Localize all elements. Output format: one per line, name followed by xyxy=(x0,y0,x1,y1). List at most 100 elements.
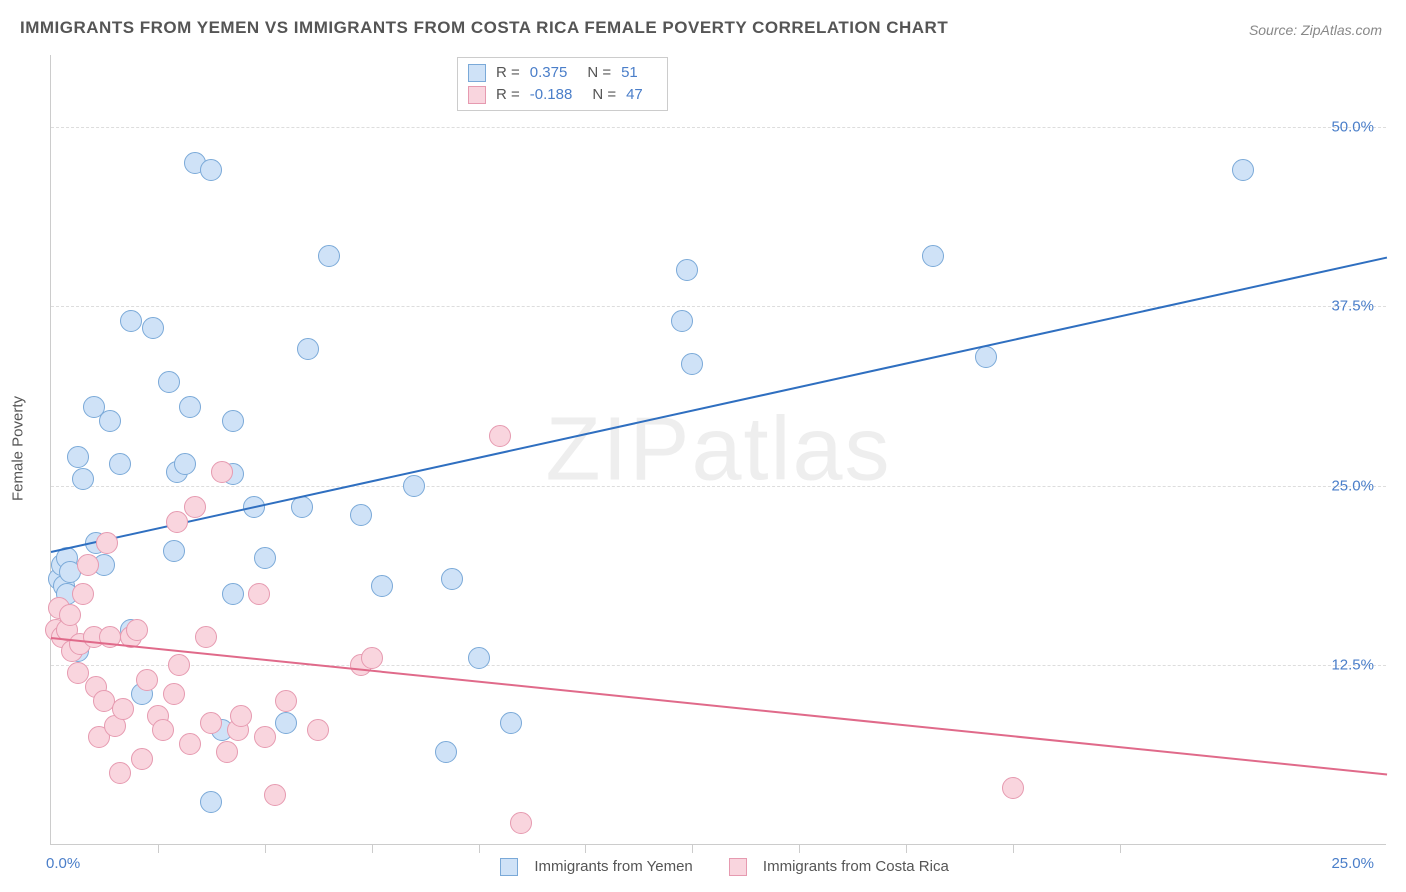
scatter-point xyxy=(403,475,425,497)
scatter-point xyxy=(297,338,319,360)
scatter-point xyxy=(200,159,222,181)
y-tick-label: 25.0% xyxy=(1331,477,1374,494)
scatter-point xyxy=(676,259,698,281)
scatter-point xyxy=(72,468,94,490)
y-tick-label: 37.5% xyxy=(1331,298,1374,315)
scatter-point xyxy=(222,410,244,432)
legend-r-label: R = xyxy=(496,84,520,106)
scatter-point xyxy=(184,496,206,518)
x-tick xyxy=(158,845,159,853)
scatter-point xyxy=(275,712,297,734)
scatter-point xyxy=(195,626,217,648)
legend-swatch xyxy=(500,858,518,876)
scatter-point xyxy=(152,719,174,741)
x-tick xyxy=(906,845,907,853)
legend-swatch xyxy=(468,64,486,82)
scatter-point xyxy=(96,532,118,554)
legend-n-value: 47 xyxy=(626,84,643,106)
scatter-point xyxy=(166,511,188,533)
scatter-point xyxy=(67,446,89,468)
legend-swatch xyxy=(468,86,486,104)
legend-series-item: Immigrants from Costa Rica xyxy=(717,858,949,875)
scatter-point xyxy=(441,568,463,590)
scatter-point xyxy=(361,647,383,669)
legend-r-value: 0.375 xyxy=(530,62,568,84)
x-tick xyxy=(372,845,373,853)
scatter-point xyxy=(179,733,201,755)
scatter-point xyxy=(350,504,372,526)
scatter-point xyxy=(131,748,153,770)
x-tick xyxy=(1120,845,1121,853)
scatter-point xyxy=(120,310,142,332)
x-tick xyxy=(585,845,586,853)
scatter-point xyxy=(179,396,201,418)
scatter-point xyxy=(99,410,121,432)
y-axis-label: Female Poverty xyxy=(10,396,27,501)
scatter-point xyxy=(922,245,944,267)
legend-r-label: R = xyxy=(496,62,520,84)
scatter-point xyxy=(1232,159,1254,181)
chart-plot-area: ZIPatlas R =0.375N =51R =-0.188N =47 Imm… xyxy=(50,55,1386,845)
y-tick-label: 12.5% xyxy=(1331,657,1374,674)
legend-n-label: N = xyxy=(592,84,616,106)
gridline-h xyxy=(51,127,1386,128)
scatter-point xyxy=(112,698,134,720)
scatter-point xyxy=(371,575,393,597)
legend-series: Immigrants from Yemen Immigrants from Co… xyxy=(51,858,1386,876)
scatter-point xyxy=(307,719,329,741)
scatter-point xyxy=(264,784,286,806)
x-tick xyxy=(799,845,800,853)
scatter-point xyxy=(291,496,313,518)
scatter-point xyxy=(248,583,270,605)
scatter-point xyxy=(489,425,511,447)
scatter-point xyxy=(216,741,238,763)
scatter-point xyxy=(681,353,703,375)
scatter-point xyxy=(318,245,340,267)
scatter-point xyxy=(72,583,94,605)
legend-stat-row: R =0.375N =51 xyxy=(468,62,657,84)
scatter-point xyxy=(109,762,131,784)
scatter-point xyxy=(671,310,693,332)
scatter-point xyxy=(77,554,99,576)
scatter-point xyxy=(435,741,457,763)
scatter-point xyxy=(168,654,190,676)
legend-series-item: Immigrants from Yemen xyxy=(488,858,693,875)
gridline-h xyxy=(51,486,1386,487)
scatter-point xyxy=(67,662,89,684)
x-tick-label: 25.0% xyxy=(1331,855,1374,872)
legend-r-value: -0.188 xyxy=(530,84,573,106)
scatter-point xyxy=(200,712,222,734)
gridline-h xyxy=(51,306,1386,307)
scatter-point xyxy=(109,453,131,475)
chart-title: IMMIGRANTS FROM YEMEN VS IMMIGRANTS FROM… xyxy=(20,18,948,38)
scatter-point xyxy=(211,461,233,483)
scatter-point xyxy=(222,583,244,605)
scatter-point xyxy=(158,371,180,393)
scatter-point xyxy=(254,547,276,569)
x-tick xyxy=(692,845,693,853)
scatter-point xyxy=(163,540,185,562)
scatter-point xyxy=(126,619,148,641)
scatter-point xyxy=(275,690,297,712)
x-tick xyxy=(1013,845,1014,853)
gridline-h xyxy=(51,665,1386,666)
scatter-point xyxy=(510,812,532,834)
legend-stats-box: R =0.375N =51R =-0.188N =47 xyxy=(457,57,668,111)
scatter-point xyxy=(163,683,185,705)
scatter-point xyxy=(468,647,490,669)
source-label: Source: ZipAtlas.com xyxy=(1249,22,1382,38)
x-tick xyxy=(479,845,480,853)
scatter-point xyxy=(200,791,222,813)
legend-swatch xyxy=(729,858,747,876)
x-tick-label: 0.0% xyxy=(46,855,80,872)
trend-line xyxy=(51,637,1387,775)
trend-line xyxy=(51,256,1387,552)
scatter-point xyxy=(230,705,252,727)
scatter-point xyxy=(59,604,81,626)
scatter-point xyxy=(142,317,164,339)
scatter-point xyxy=(174,453,196,475)
scatter-point xyxy=(254,726,276,748)
scatter-point xyxy=(1002,777,1024,799)
x-tick xyxy=(265,845,266,853)
y-tick-label: 50.0% xyxy=(1331,118,1374,135)
